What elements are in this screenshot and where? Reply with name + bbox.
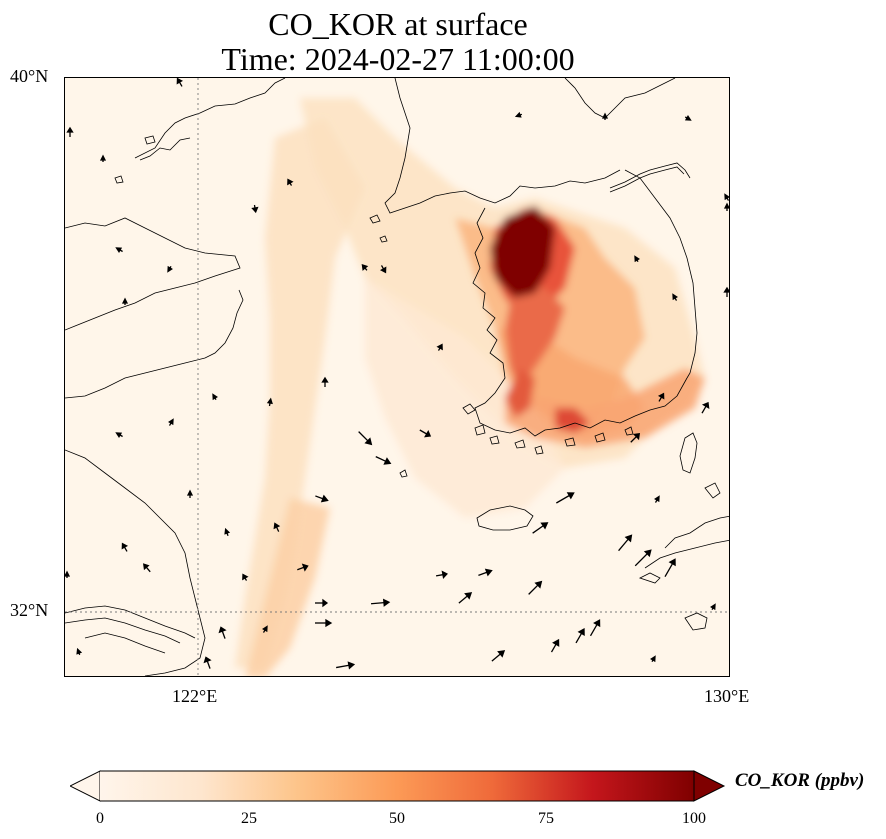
- wind-arrow: [491, 650, 506, 662]
- wind-arrow: [634, 549, 652, 567]
- wind-arrow: [361, 263, 369, 271]
- colorbar-tick-0: 0: [96, 810, 104, 827]
- wind-arrow: [186, 489, 194, 498]
- wind-arrow: [672, 293, 678, 301]
- lat-label-32n: 32°N: [10, 600, 49, 620]
- wind-arrow: [589, 619, 601, 637]
- wind-arrow: [115, 247, 123, 253]
- wind-arrow: [556, 492, 575, 504]
- colorbar-tick-25: 25: [241, 810, 257, 827]
- wind-arrow: [315, 598, 329, 608]
- colorbar-label: CO_KOR (ppbv): [735, 770, 865, 791]
- wind-arrow: [315, 494, 329, 503]
- wind-arrow: [419, 429, 432, 438]
- colorbar: [68, 770, 726, 802]
- wind-arrow: [203, 656, 212, 669]
- wind-arrow: [435, 570, 448, 580]
- wind-arrow: [315, 618, 333, 628]
- wind-arrow: [664, 558, 676, 577]
- wind-arrow: [650, 655, 656, 663]
- wind-arrow: [168, 418, 174, 426]
- wind-arrow: [218, 626, 227, 639]
- wind-arrow: [478, 568, 493, 577]
- wind-arrow: [167, 265, 173, 273]
- map-canvas: [65, 78, 729, 676]
- wind-arrow: [436, 343, 443, 351]
- wind-arrow: [514, 111, 523, 118]
- colorbar-tick-50: 50: [389, 810, 405, 827]
- wind-arrow: [370, 598, 391, 607]
- map-title: CO_KOR at surface: [268, 6, 528, 42]
- wind-arrow: [251, 204, 259, 214]
- wind-arrow: [723, 202, 729, 211]
- wind-arrow: [458, 592, 473, 604]
- wind-arrow: [321, 376, 329, 387]
- wind-arrow: [273, 522, 281, 532]
- wind-arrow: [242, 573, 249, 581]
- wind-arrow: [532, 522, 549, 534]
- wind-arrow: [358, 431, 373, 446]
- wind-arrow: [121, 542, 129, 552]
- wind-arrow: [336, 661, 356, 670]
- map-panel: [64, 77, 730, 677]
- wind-arrow: [724, 193, 729, 201]
- wind-arrow: [684, 115, 692, 121]
- wind-arrow: [297, 563, 309, 572]
- lon-label-130e: 130°E: [704, 686, 750, 706]
- wind-arrow: [701, 401, 710, 414]
- lon-label-122e: 122°E: [172, 686, 218, 706]
- wind-arrow: [65, 570, 71, 578]
- wind-arrow: [176, 78, 184, 87]
- colorbar-tick-75: 75: [538, 810, 554, 827]
- wind-arrow: [142, 563, 151, 573]
- colorbar-graphic: [68, 770, 726, 802]
- wind-arrow: [266, 397, 273, 407]
- wind-arrow: [121, 297, 129, 305]
- wind-arrow: [657, 392, 665, 402]
- wind-vectors: [65, 78, 729, 670]
- wind-arrow: [630, 432, 641, 443]
- lat-label-40n: 40°N: [10, 66, 49, 86]
- wind-arrow: [99, 154, 107, 162]
- wind-arrow: [66, 126, 74, 137]
- wind-arrow: [212, 393, 218, 401]
- wind-arrow: [76, 647, 83, 656]
- concentration-field: [235, 98, 705, 676]
- wind-arrow: [262, 625, 268, 633]
- wind-arrow: [634, 255, 640, 263]
- wind-arrow: [723, 286, 729, 297]
- wind-arrow: [375, 456, 392, 465]
- gridlines: [65, 78, 729, 676]
- wind-arrow: [528, 580, 543, 595]
- wind-arrow: [550, 638, 560, 653]
- coastlines-sharp: [65, 78, 729, 676]
- wind-arrow: [654, 495, 660, 503]
- wind-arrow: [618, 534, 633, 552]
- wind-arrow: [601, 112, 609, 120]
- wind-arrow: [575, 627, 585, 644]
- wind-arrow: [710, 603, 716, 611]
- map-time-subtitle: Time: 2024-02-27 11:00:00: [221, 41, 575, 77]
- wind-arrow: [115, 432, 123, 438]
- colorbar-tick-100: 100: [682, 810, 706, 827]
- wind-arrow: [379, 265, 387, 274]
- wind-arrow: [224, 527, 231, 537]
- wind-arrow: [287, 178, 294, 186]
